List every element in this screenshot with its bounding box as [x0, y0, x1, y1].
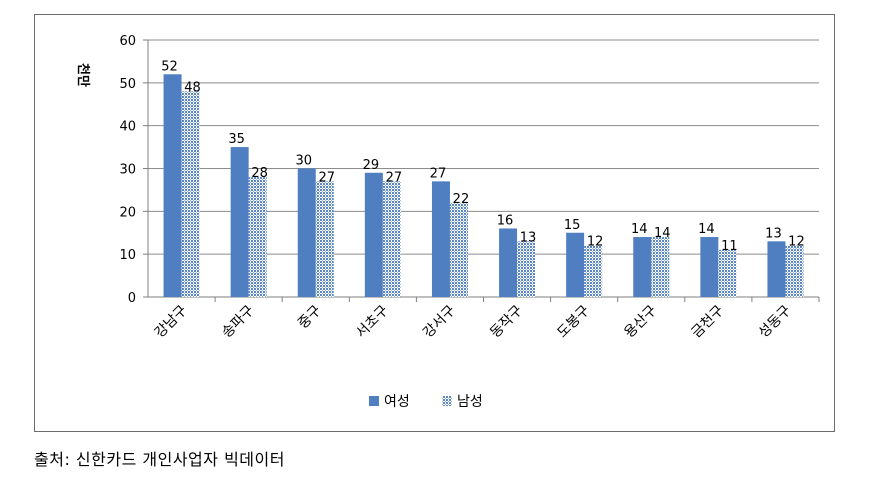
category-label: 도봉구 — [554, 302, 593, 341]
data-label: 28 — [251, 166, 268, 181]
bar-male — [718, 249, 737, 297]
data-label: 52 — [161, 59, 178, 74]
category-label: 용산구 — [621, 302, 660, 341]
bar-male — [248, 177, 267, 297]
data-label: 13 — [520, 230, 537, 245]
category-label: 성동구 — [756, 302, 795, 341]
legend-swatch-male — [442, 396, 452, 406]
data-label: 14 — [654, 226, 671, 241]
chart-frame: 0 10 20 30 40 50 60 52 48 35 28 30 27 29 27 27 22 16 13 15… — [34, 14, 835, 432]
data-label: 13 — [765, 226, 782, 241]
bar-male — [382, 181, 401, 297]
data-label: 11 — [721, 239, 738, 254]
category-label: 동작구 — [487, 302, 526, 341]
data-label: 14 — [631, 222, 648, 237]
data-label: 15 — [564, 218, 581, 233]
data-label: 30 — [295, 154, 312, 169]
bar-male — [449, 202, 468, 297]
category-label: 서초구 — [353, 302, 392, 341]
source-note: 출처: 신한카드 개인사업자 빅데이터 — [34, 450, 285, 469]
data-label: 14 — [698, 222, 715, 237]
bar-male — [785, 245, 804, 297]
data-label: 29 — [363, 158, 380, 173]
bar-female — [431, 181, 450, 297]
y-axis-label: 천만 — [75, 63, 91, 87]
data-label: 22 — [453, 192, 470, 207]
bar-female — [633, 237, 652, 297]
legend-swatch-female — [369, 396, 379, 406]
bar-female — [767, 241, 786, 297]
data-label: 16 — [497, 213, 514, 228]
category-label: 송파구 — [219, 302, 258, 341]
y-tick-label: 40 — [119, 120, 136, 135]
y-tick-label: 60 — [119, 34, 136, 49]
bar-female — [566, 232, 585, 297]
legend-label-male: 남성 — [457, 394, 483, 410]
data-label: 48 — [184, 80, 201, 95]
bar-male — [181, 91, 200, 298]
bar-female — [230, 147, 249, 297]
y-tick-label: 10 — [119, 248, 136, 263]
category-label: 금천구 — [689, 302, 728, 341]
y-tick-label: 20 — [119, 205, 136, 220]
bar-male — [517, 241, 536, 297]
bar-chart: 0 10 20 30 40 50 60 52 48 35 28 30 27 29 27 27 22 16 13 15… — [75, 34, 820, 410]
bar-male — [315, 181, 334, 297]
data-label: 27 — [430, 166, 447, 181]
data-label: 12 — [587, 235, 604, 250]
category-label: 강남구 — [152, 302, 191, 341]
bar-female — [700, 237, 719, 297]
bar-male — [584, 245, 603, 297]
legend-label-female: 여성 — [384, 394, 410, 410]
data-label: 27 — [318, 170, 335, 185]
category-label: 중구 — [295, 302, 325, 332]
y-tick-label: 50 — [119, 77, 136, 92]
bar-female — [499, 228, 518, 297]
data-label: 27 — [386, 170, 403, 185]
data-label: 12 — [788, 235, 805, 250]
y-tick-label: 30 — [119, 163, 136, 178]
y-tick-label: 0 — [128, 291, 136, 306]
bar-male — [651, 237, 670, 297]
bar-female — [297, 168, 316, 297]
bar-female — [364, 172, 383, 297]
bar-female — [163, 74, 182, 297]
category-label: 강서구 — [420, 302, 459, 341]
data-label: 35 — [228, 132, 245, 147]
